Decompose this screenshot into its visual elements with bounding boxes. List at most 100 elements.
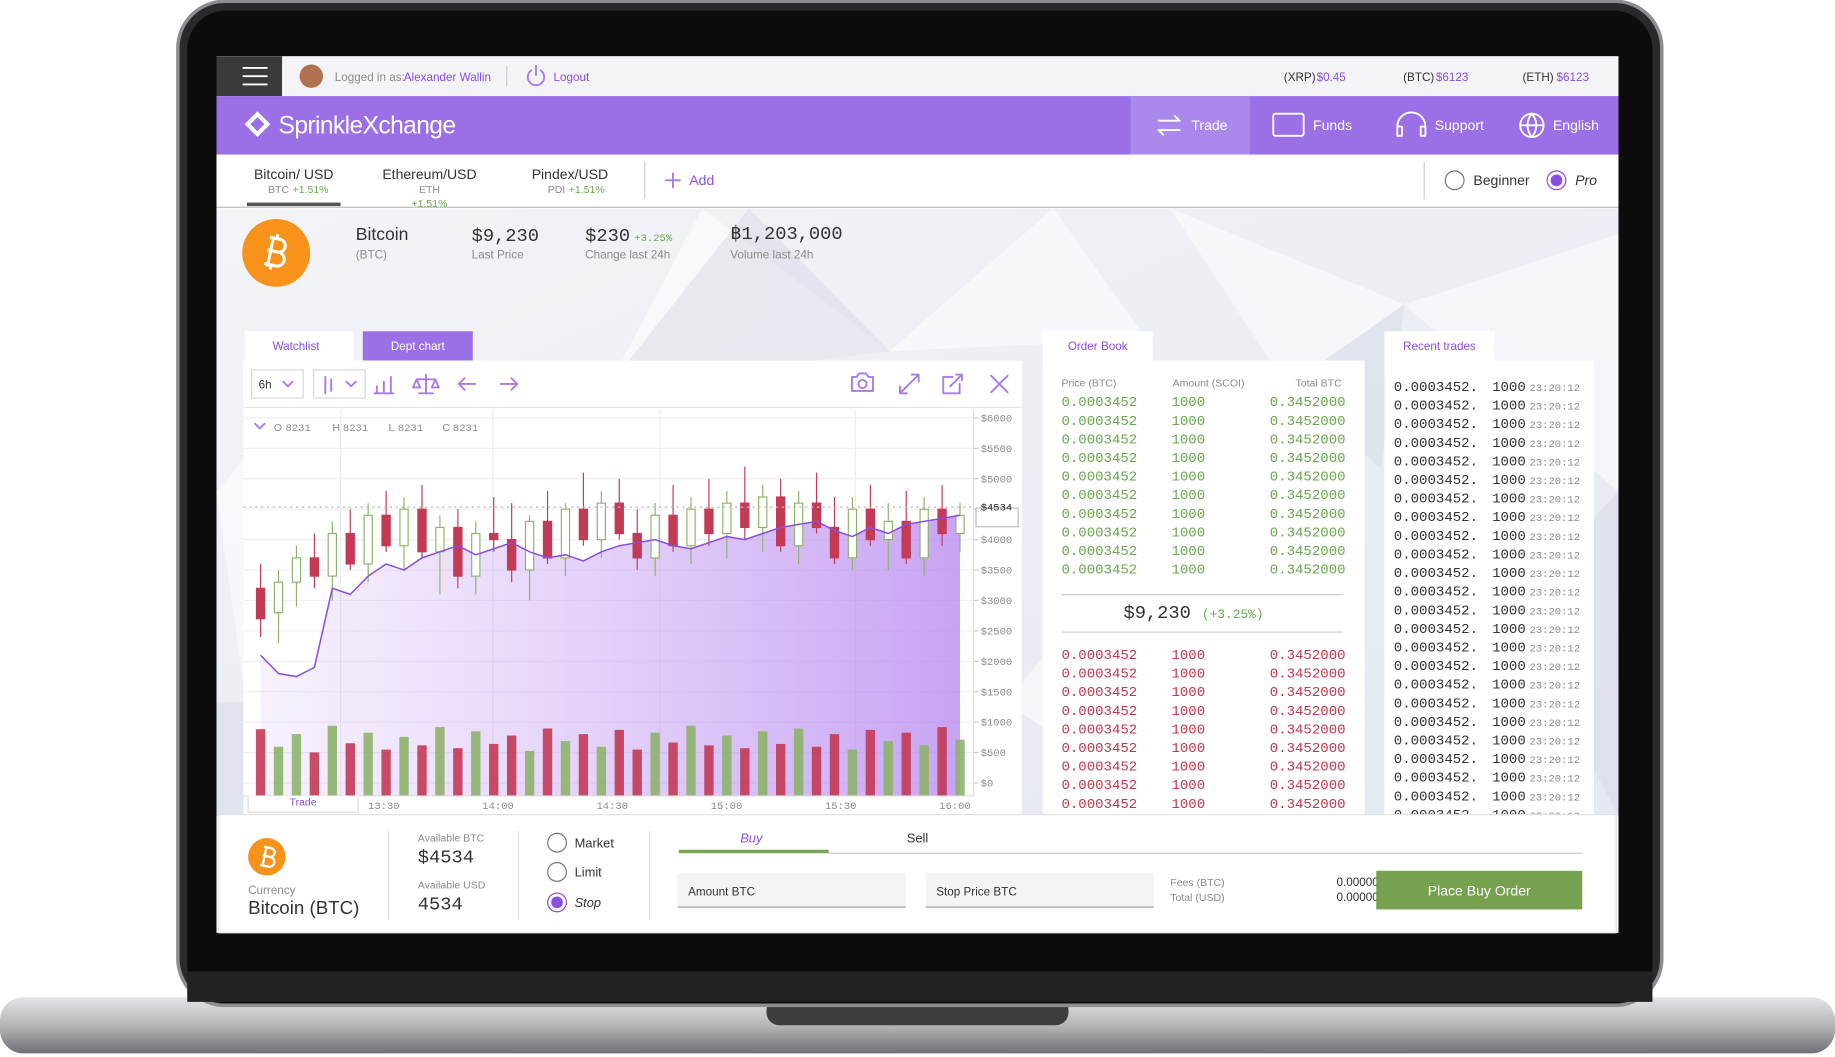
price-line [260, 514, 961, 678]
nav-item[interactable]: English [1553, 117, 1599, 133]
volume-bar [489, 743, 499, 796]
radio-beginner[interactable] [1444, 170, 1465, 191]
tab-depth-chart[interactable] [362, 331, 473, 361]
volume-bar [471, 731, 481, 796]
volume-bar [345, 743, 355, 796]
funds-icon [1272, 112, 1305, 137]
compare-icon[interactable] [412, 373, 440, 395]
trade-amount: 1000 [1492, 454, 1526, 470]
trade-tab[interactable] [247, 795, 359, 813]
mode-label: Pro [1575, 172, 1597, 188]
avatar [299, 64, 323, 88]
recent-trades-panel [1384, 360, 1594, 816]
nav-item[interactable]: Funds [1313, 117, 1352, 133]
tab-order-book[interactable] [1042, 331, 1153, 361]
undo-icon[interactable] [457, 377, 477, 391]
trade-amount: 1000 [1492, 771, 1526, 787]
user-name[interactable]: Alexander Wallin [404, 71, 491, 84]
order-type[interactable]: Limit [575, 865, 603, 880]
y-tick-label: $0 [981, 779, 994, 791]
bid-cell: 0.0003452 [1061, 797, 1137, 813]
label: Available BTC [418, 833, 485, 845]
stat-value: $9,230 [472, 225, 539, 247]
ask-cell: 0.0003452 [1061, 414, 1137, 430]
value: $4534 [418, 847, 474, 869]
currency-glyph [260, 845, 276, 868]
bid-cell: 0.0003452 [1061, 741, 1137, 757]
ask-cell: 1000 [1171, 507, 1205, 523]
popout-icon[interactable] [942, 373, 963, 395]
nav-item[interactable]: Trade [1191, 117, 1227, 133]
nav-item[interactable]: Support [1435, 117, 1484, 133]
candle-body [883, 520, 893, 541]
stat-value: ฿1,203,000 [730, 223, 842, 245]
candle-body [453, 526, 463, 577]
pair-name[interactable]: Ethereum/USD [382, 166, 476, 182]
fullscreen-icon[interactable] [899, 373, 920, 395]
ask-cell: 1000 [1171, 451, 1205, 467]
stop-price-input[interactable] [925, 873, 1154, 908]
side-tab[interactable]: Sell [907, 831, 928, 846]
last-price-label: $4534 [981, 503, 1013, 515]
trade-amount: 1000 [1492, 380, 1526, 396]
pair-name[interactable]: Pindex/USD [532, 166, 608, 182]
redo-icon[interactable] [499, 377, 519, 391]
candle-body [722, 502, 732, 535]
radio-market[interactable] [547, 832, 568, 853]
chart-type-select[interactable] [313, 369, 366, 399]
mid-change: (+3.25%) [1202, 607, 1264, 622]
interval-select[interactable] [251, 369, 304, 399]
bid-cell: 1000 [1171, 778, 1205, 794]
add-icon [664, 172, 681, 189]
tab-label[interactable]: Watchlist [273, 340, 321, 353]
tab-watchlist[interactable] [244, 331, 354, 361]
mode-label: Beginner [1473, 172, 1529, 188]
order-type[interactable]: Stop [575, 895, 601, 910]
trade-time: 23:20:12 [1530, 588, 1580, 600]
trade-price: 0.0003452. [1394, 510, 1478, 526]
x-tick-label: 15:30 [825, 801, 857, 813]
tab-recent-trades[interactable] [1384, 331, 1495, 361]
trade-time: 23:20:12 [1530, 420, 1580, 432]
candle-body [704, 508, 714, 535]
tab-label[interactable]: Order Book [1068, 340, 1128, 353]
radio-limit[interactable] [547, 862, 568, 882]
amount-input[interactable] [677, 873, 906, 908]
indicator-icon[interactable] [373, 376, 395, 395]
candle-body [937, 508, 947, 535]
volume-bar [883, 741, 893, 796]
trade-price: 0.0003452. [1394, 771, 1478, 787]
volume-bar [793, 728, 804, 796]
chart-tab-label[interactable]: Trade [290, 796, 317, 808]
close-icon[interactable] [990, 374, 1009, 394]
x-tick-label: 14:30 [597, 801, 629, 813]
pair-symbol: ETH [419, 184, 440, 196]
volume-bar [901, 732, 911, 796]
add-pair[interactable]: Add [689, 172, 714, 188]
y-tick-label: $1000 [981, 718, 1013, 730]
screenshot-icon[interactable] [851, 372, 874, 392]
side-tab[interactable]: Buy [740, 831, 764, 846]
ohlc-toggle[interactable] [254, 422, 266, 430]
volume-bar [524, 750, 535, 796]
ohlc-value: 8231 [286, 423, 311, 435]
pair-name[interactable]: Bitcoin/ USD [254, 166, 334, 182]
ask-cell: 1000 [1171, 488, 1205, 504]
trade-time: 23:20:12 [1530, 737, 1580, 749]
y-tick-label: $3500 [981, 566, 1013, 578]
column-header: Total BTC [1296, 377, 1343, 389]
logout[interactable]: Logout [554, 71, 591, 84]
order-type[interactable]: Market [575, 835, 615, 850]
interval-label: 6h [259, 379, 272, 392]
plot [243, 466, 974, 796]
tab-label[interactable]: Recent trades [1403, 340, 1476, 353]
trade-price: 0.0003452. [1394, 715, 1478, 731]
place-order-button[interactable] [1376, 870, 1583, 910]
tab-label[interactable]: Dept chart [391, 340, 446, 353]
button-text[interactable]: Place Buy Order [1428, 882, 1531, 898]
trade-time: 23:20:12 [1530, 513, 1580, 525]
trade-amount: 1000 [1492, 678, 1526, 694]
stat-change: +3.25% [634, 233, 673, 245]
trade-time: 23:20:12 [1530, 792, 1580, 804]
